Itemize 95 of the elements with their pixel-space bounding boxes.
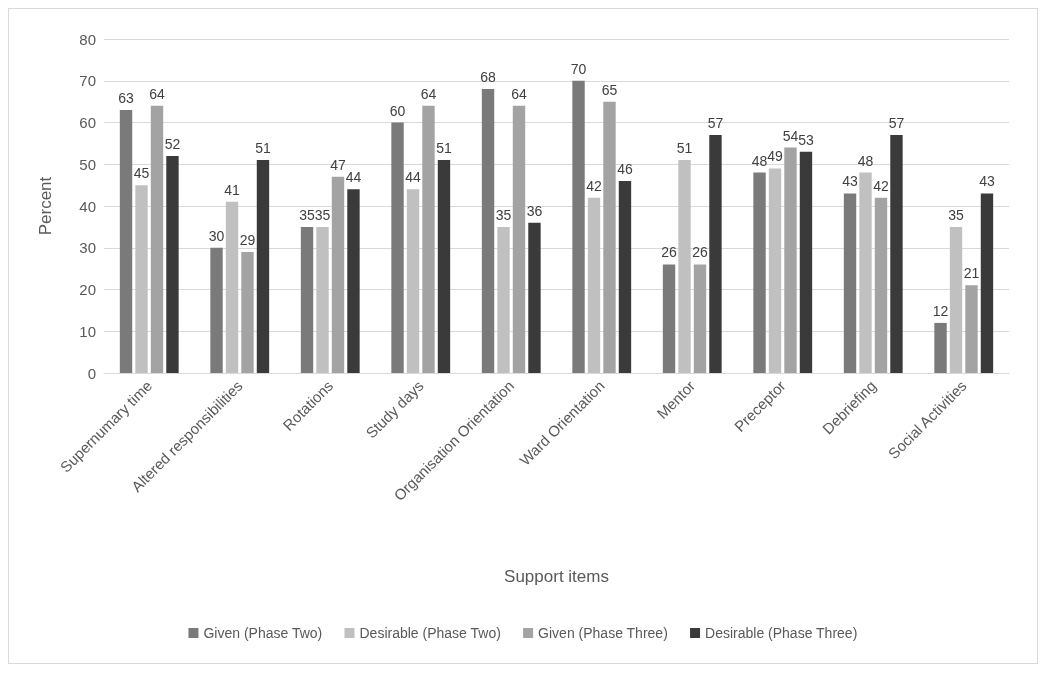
bar bbox=[768, 168, 782, 373]
data-label: 43 bbox=[979, 173, 995, 190]
bar bbox=[241, 251, 254, 373]
bar bbox=[150, 105, 164, 373]
bar bbox=[119, 109, 133, 373]
data-label: 70 bbox=[570, 60, 587, 77]
data-label: 35 bbox=[314, 206, 331, 223]
bar bbox=[422, 105, 435, 373]
data-label: 60 bbox=[389, 102, 406, 119]
data-label: 64 bbox=[149, 85, 165, 102]
data-label: 65 bbox=[601, 81, 618, 98]
data-label: 35 bbox=[495, 206, 512, 223]
data-label: 35 bbox=[948, 206, 965, 223]
data-label: 29 bbox=[239, 231, 256, 248]
y-tick-label: 70 bbox=[79, 72, 96, 90]
data-label: 21 bbox=[963, 265, 980, 282]
data-label: 41 bbox=[224, 181, 241, 198]
bar bbox=[331, 176, 345, 373]
bar bbox=[347, 189, 360, 373]
data-label: 51 bbox=[255, 140, 271, 157]
data-label: 51 bbox=[436, 140, 452, 157]
legend-label: Desirable (Phase Two) bbox=[359, 625, 501, 641]
bar bbox=[481, 89, 495, 373]
y-tick-label: 50 bbox=[79, 155, 96, 173]
data-label: 26 bbox=[692, 244, 708, 261]
bar bbox=[662, 264, 676, 373]
data-label: 30 bbox=[208, 227, 225, 244]
bar bbox=[587, 197, 601, 373]
data-label: 57 bbox=[888, 115, 905, 132]
legend-label: Given (Phase Three) bbox=[538, 625, 668, 641]
bar bbox=[572, 80, 585, 373]
data-label: 52 bbox=[164, 135, 181, 152]
data-label: 46 bbox=[617, 160, 633, 177]
data-label: 45 bbox=[133, 165, 150, 182]
bar bbox=[618, 180, 632, 373]
data-label: 42 bbox=[586, 177, 603, 194]
data-label: 48 bbox=[751, 152, 768, 169]
bar bbox=[709, 135, 722, 373]
bar bbox=[799, 151, 813, 373]
bar bbox=[693, 264, 707, 373]
y-axis-title: Percent bbox=[36, 176, 55, 236]
data-label: 53 bbox=[798, 131, 814, 148]
bar bbox=[225, 201, 239, 373]
bar bbox=[980, 193, 994, 373]
bar bbox=[784, 147, 797, 373]
bar bbox=[528, 222, 541, 373]
y-tick-label: 40 bbox=[79, 197, 96, 215]
bar bbox=[965, 285, 978, 373]
y-tick-label: 30 bbox=[79, 239, 96, 257]
bar bbox=[135, 185, 148, 373]
data-label: 42 bbox=[873, 177, 889, 194]
x-axis-title: Support items bbox=[504, 567, 609, 586]
data-label: 47 bbox=[330, 156, 346, 173]
data-label: 68 bbox=[480, 69, 497, 86]
bar bbox=[890, 135, 903, 373]
bar bbox=[934, 322, 947, 373]
data-label: 64 bbox=[511, 85, 527, 102]
bar bbox=[437, 160, 451, 373]
bar bbox=[210, 247, 223, 373]
data-label: 49 bbox=[767, 148, 784, 165]
bar bbox=[391, 122, 404, 373]
data-label: 36 bbox=[526, 202, 543, 219]
bar bbox=[256, 160, 270, 373]
bar bbox=[316, 226, 329, 373]
y-tick-label: 10 bbox=[79, 322, 96, 340]
bar bbox=[753, 172, 766, 373]
data-label: 51 bbox=[676, 140, 693, 157]
bar bbox=[603, 101, 616, 373]
bar bbox=[843, 193, 857, 373]
y-tick-label: 60 bbox=[79, 114, 96, 131]
data-label: 54 bbox=[782, 127, 799, 144]
bar bbox=[166, 155, 179, 373]
data-label: 35 bbox=[299, 206, 316, 223]
bar bbox=[949, 226, 963, 373]
y-tick-label: 20 bbox=[79, 281, 96, 298]
data-label: 64 bbox=[420, 85, 437, 102]
bar bbox=[406, 189, 420, 373]
bar bbox=[678, 160, 691, 373]
data-label: 43 bbox=[842, 173, 859, 190]
y-tick-label: 0 bbox=[87, 364, 96, 382]
bar bbox=[512, 105, 526, 373]
data-label: 48 bbox=[857, 152, 874, 169]
data-label: 44 bbox=[405, 169, 422, 186]
bar bbox=[300, 226, 314, 373]
data-label: 57 bbox=[707, 115, 724, 132]
data-label: 26 bbox=[661, 244, 678, 261]
bar bbox=[859, 172, 872, 373]
data-label: 44 bbox=[345, 169, 362, 186]
y-tick-label: 80 bbox=[79, 30, 96, 48]
data-label: 12 bbox=[932, 302, 949, 319]
bar bbox=[874, 197, 888, 373]
data-label: 63 bbox=[118, 89, 135, 106]
legend-label: Desirable (Phase Three) bbox=[705, 625, 858, 641]
legend-label: Given (Phase Two) bbox=[203, 625, 323, 641]
bar bbox=[497, 226, 510, 373]
